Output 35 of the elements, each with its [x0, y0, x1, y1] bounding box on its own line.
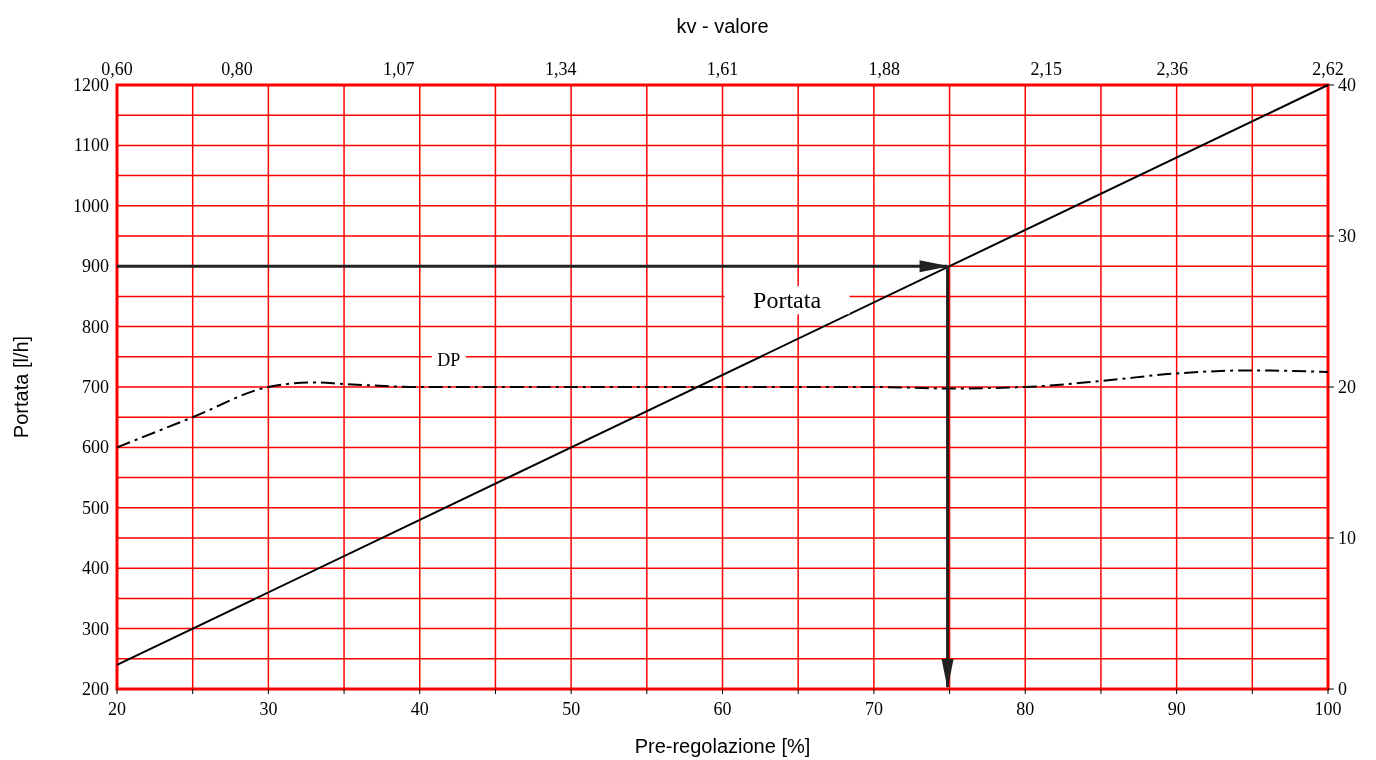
x2-tick-label: 1,34 [544, 59, 577, 79]
x-axis-title: Pre-regolazione [%] [634, 735, 811, 757]
x-tick-label: 60 [713, 699, 732, 719]
y-tick-label: 800 [82, 316, 109, 337]
y-tick-label: 500 [82, 497, 109, 518]
x2-tick-label: 2,15 [1030, 59, 1062, 79]
series-label: DP [437, 350, 461, 370]
y-tick-label: 200 [82, 679, 109, 699]
y-tick-label: 400 [82, 558, 109, 579]
x-tick-label: 100 [1314, 699, 1342, 719]
y2-tick-label: 20 [1338, 377, 1356, 397]
x2-tick-label: 1,61 [706, 59, 739, 79]
y-tick-label: 700 [82, 377, 109, 397]
y-tick-label: 600 [82, 437, 109, 458]
x2-tick-label: 1,88 [868, 59, 901, 79]
x-tick-label: 30 [259, 699, 278, 719]
y-tick-label: 1100 [73, 135, 109, 156]
x2-axis-title: kv - valore [676, 15, 769, 37]
x-tick-label: 50 [562, 699, 581, 719]
x2-tick-label: 1,07 [383, 59, 415, 79]
y-axis-title: Portata [l/h] [10, 335, 32, 439]
y2-tick-label: 0 [1338, 679, 1347, 699]
x-tick-label: 80 [1016, 699, 1035, 719]
series-label: Portata [753, 287, 822, 314]
x-tick-label: 20 [108, 699, 126, 719]
x-tick-label: 70 [864, 699, 883, 719]
y2-tick-label: 10 [1338, 528, 1356, 548]
y2-tick-label: 30 [1338, 226, 1356, 246]
x-tick-label: 90 [1167, 699, 1186, 719]
x2-tick-label: 0,80 [221, 59, 253, 79]
y-tick-label: 900 [82, 256, 109, 277]
x2-tick-label: 2,36 [1156, 59, 1188, 79]
x-tick-label: 40 [410, 699, 429, 719]
y-tick-label: 1000 [73, 195, 109, 216]
y-tick-label: 300 [82, 618, 109, 639]
